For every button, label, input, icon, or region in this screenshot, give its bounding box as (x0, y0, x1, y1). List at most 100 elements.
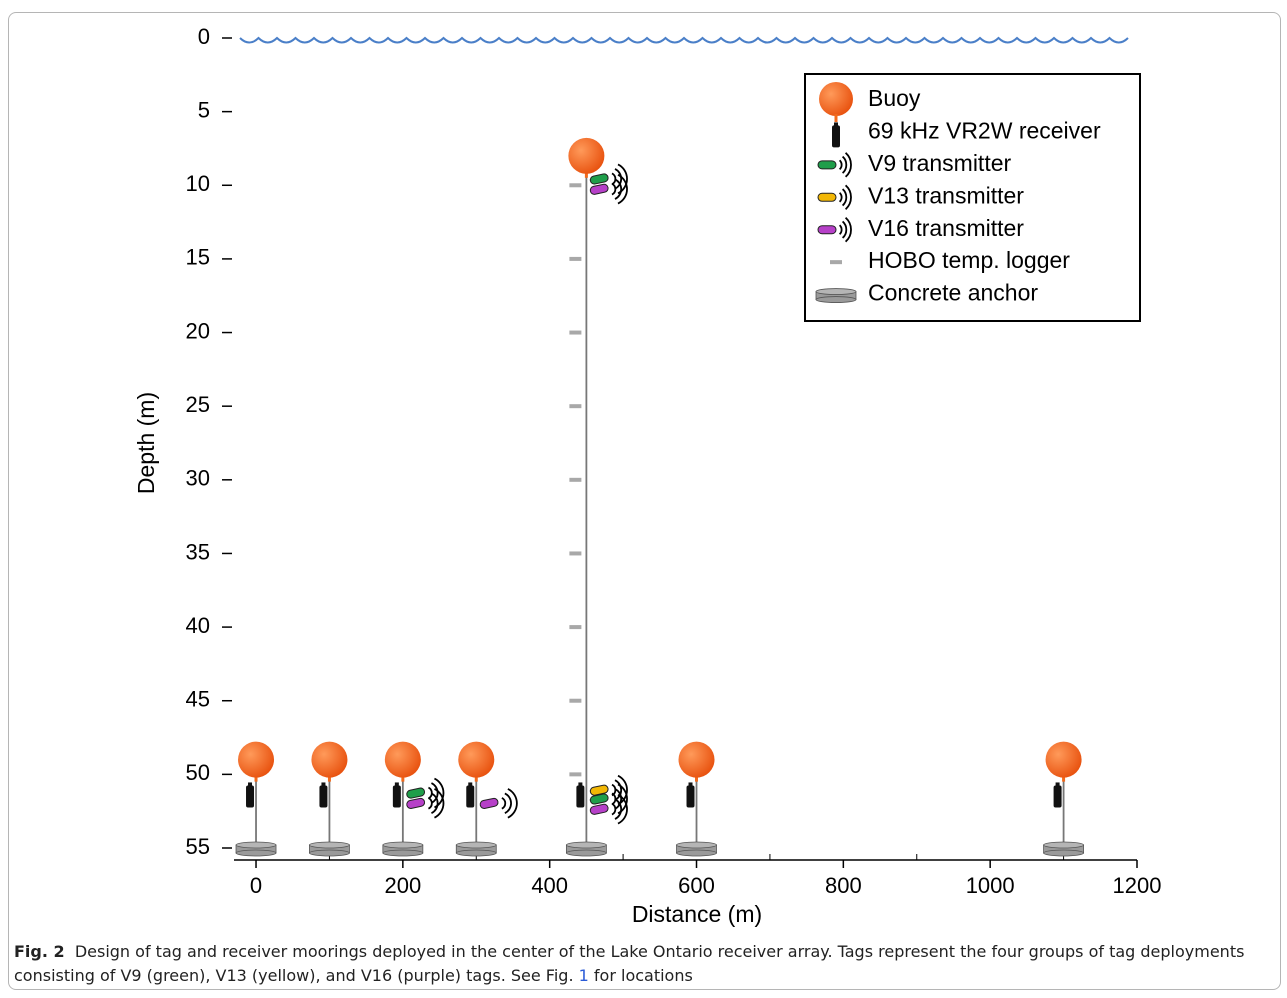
x-tick-label: 200 (384, 873, 421, 898)
tag-body (590, 173, 609, 185)
tag (818, 226, 836, 234)
x-tick-label: 0 (250, 873, 262, 898)
sound-wave (428, 788, 431, 799)
legend-label: V16 transmitter (868, 215, 1024, 241)
buoy-body (238, 742, 274, 778)
tag (590, 184, 609, 196)
tag-body (479, 798, 498, 810)
receiver (1054, 782, 1062, 807)
x-tick-label: 400 (531, 873, 568, 898)
y-tick-label: 5 (198, 97, 210, 122)
anchor-top (456, 842, 496, 848)
receiver-cap (578, 782, 582, 786)
receiver-cap (395, 782, 399, 786)
receiver-body (687, 785, 695, 807)
buoy-body (1046, 742, 1082, 778)
y-tick-label: 35 (186, 539, 210, 564)
y-tick-label: 50 (186, 760, 210, 785)
anchor (677, 842, 717, 856)
tag (479, 789, 516, 818)
y-tick-label: 55 (186, 834, 210, 859)
buoy (1046, 742, 1082, 782)
sound-wave (612, 184, 615, 195)
legend-label: HOBO temp. logger (868, 247, 1070, 273)
legend-label: 69 kHz VR2W receiver (868, 118, 1101, 144)
sound-wave (612, 804, 615, 815)
caption: Fig. 2 Design of tag and receiver moorin… (14, 940, 1269, 988)
receiver (393, 782, 401, 807)
tag (818, 161, 836, 169)
water-surface (240, 38, 1128, 43)
anchor (309, 842, 349, 856)
receiver (319, 782, 327, 807)
anchor (456, 842, 496, 856)
anchor (566, 842, 606, 856)
receiver-body (393, 785, 401, 807)
buoy-body (679, 742, 715, 778)
anchor-top (383, 842, 423, 848)
receiver-body (1054, 785, 1062, 807)
legend-buoy (819, 82, 853, 116)
tag-body (590, 184, 609, 196)
anchor-top (677, 842, 717, 848)
tag (406, 787, 425, 799)
receiver-cap (1056, 782, 1060, 786)
anchor-bottom (566, 850, 606, 856)
receiver-cap (834, 122, 838, 126)
y-tick-label: 45 (186, 687, 210, 712)
legend-label: Concrete anchor (868, 280, 1038, 306)
receiver-cap (689, 782, 693, 786)
x-tick-label: 1200 (1113, 873, 1162, 898)
caption-label: Fig. 2 (14, 942, 65, 961)
buoy-body (568, 138, 604, 174)
receiver-body (246, 785, 254, 807)
buoy-body (385, 742, 421, 778)
buoy (458, 742, 494, 782)
buoy (568, 138, 604, 178)
anchor-bottom (309, 850, 349, 856)
anchor-bottom (456, 850, 496, 856)
receiver-cap (321, 782, 325, 786)
tag-body (590, 804, 609, 816)
anchor-top (566, 842, 606, 848)
anchor (236, 842, 276, 856)
tag (406, 798, 425, 810)
receiver (687, 782, 695, 807)
legend-label: Buoy (868, 85, 921, 111)
chart: Depth (m) Distance (m) 05101520253035404… (0, 0, 1287, 935)
receiver (576, 782, 584, 807)
tag-body (406, 798, 425, 810)
caption-link[interactable]: 1 (579, 966, 589, 985)
sound-wave (502, 798, 505, 809)
tag-body (818, 193, 836, 201)
y-tick-label: 20 (186, 318, 210, 343)
y-tick-label: 15 (186, 245, 210, 270)
buoy (679, 742, 715, 782)
anchor-bottom (1044, 850, 1084, 856)
buoy (238, 742, 274, 782)
x-tick-label: 800 (825, 873, 862, 898)
x-axis-label: Distance (m) (632, 901, 762, 927)
sound-wave (428, 798, 431, 809)
buoy (385, 742, 421, 782)
y-tick-label: 40 (186, 613, 210, 638)
receiver-cap (468, 782, 472, 786)
sound-wave (508, 789, 517, 818)
y-axis-label: Depth (m) (133, 392, 159, 494)
y-tick-label: 10 (186, 171, 210, 196)
y-tick-label: 0 (198, 24, 210, 49)
buoy-body (458, 742, 494, 778)
legend-item: 69 kHz VR2W receiver (832, 118, 1101, 148)
tag (818, 193, 836, 201)
x-tick-label: 600 (678, 873, 715, 898)
anchor-top (816, 289, 856, 295)
legend-label: V9 transmitter (868, 150, 1011, 176)
receiver-body (466, 785, 474, 807)
legend-label: V13 transmitter (868, 182, 1024, 208)
x-tick-label: 1000 (966, 873, 1015, 898)
tag-body (818, 161, 836, 169)
anchor (1044, 842, 1084, 856)
anchor (383, 842, 423, 856)
y-tick-label: 30 (186, 466, 210, 491)
anchor-top (309, 842, 349, 848)
